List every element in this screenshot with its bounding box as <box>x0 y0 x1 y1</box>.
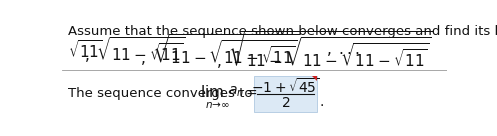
Polygon shape <box>312 76 317 81</box>
Text: $-1+\sqrt{45}$: $-1+\sqrt{45}$ <box>251 77 320 96</box>
Text: $\lim$: $\lim$ <box>200 84 224 100</box>
Text: $,\ \sqrt{11-\sqrt{11}}\ $: $,\ \sqrt{11-\sqrt{11}}\ $ <box>84 35 186 65</box>
Text: .: . <box>320 95 324 109</box>
Text: $,\ \sqrt{11-\sqrt{11-\sqrt{11-\sqrt{11}}}}\ $: $,\ \sqrt{11-\sqrt{11-\sqrt{11-\sqrt{11}… <box>216 29 433 71</box>
Text: Assume that the sequence shown below converges and find its limit.: Assume that the sequence shown below con… <box>68 25 497 38</box>
Text: $a_n$: $a_n$ <box>228 85 244 99</box>
Text: $=$: $=$ <box>244 85 258 99</box>
Text: $,\ \sqrt{11-\sqrt{11-\sqrt{11}}}\ $: $,\ \sqrt{11-\sqrt{11-\sqrt{11}}}\ $ <box>140 32 299 68</box>
Text: $n\!\rightarrow\!\infty$: $n\!\rightarrow\!\infty$ <box>205 100 230 110</box>
Text: $\sqrt{11}$: $\sqrt{11}$ <box>68 39 103 61</box>
FancyBboxPatch shape <box>253 76 317 112</box>
Text: The sequence converges to: The sequence converges to <box>68 87 253 100</box>
Text: $2$: $2$ <box>281 96 290 110</box>
Text: $,\ ...$: $,\ ...$ <box>326 43 359 58</box>
